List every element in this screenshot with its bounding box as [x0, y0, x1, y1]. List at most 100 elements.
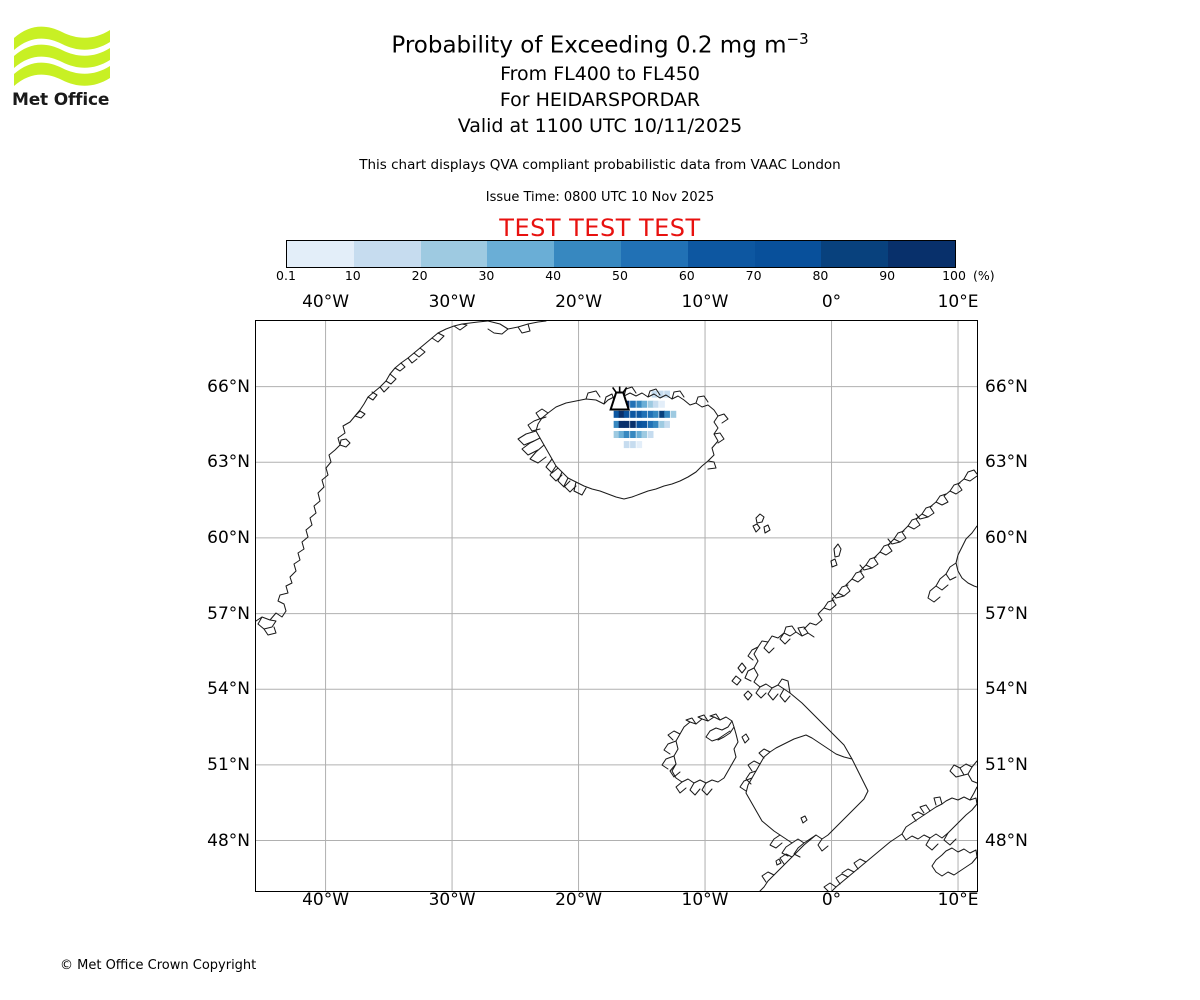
ash-cell	[618, 420, 625, 428]
ash-cell	[641, 410, 648, 418]
coastlines	[256, 321, 977, 891]
lat-label-54°N-right: 54°N	[985, 679, 1028, 700]
probability-colorbar	[286, 240, 956, 268]
lon-label-10°W: 10°W	[681, 890, 729, 910]
colorbar-tick-60: 60	[678, 268, 695, 283]
lon-label-0°: 0°	[821, 890, 842, 910]
test-watermark: TEST TEST TEST	[499, 214, 701, 242]
lon-label-0°: 0°	[821, 292, 842, 312]
colorbar-band-4	[554, 241, 621, 267]
lat-label-66°N-right: 66°N	[985, 376, 1028, 397]
lon-label-40°W: 40°W	[302, 890, 350, 910]
lon-label-10°E: 10°E	[937, 292, 979, 312]
colorbar-band-5	[620, 241, 688, 267]
ash-cell	[630, 441, 636, 449]
lat-label-60°N-right: 60°N	[985, 527, 1028, 548]
met-office-wordmark: Met Office	[12, 90, 110, 110]
colorbar-band-0	[287, 241, 354, 267]
colorbar-band-3	[487, 241, 555, 267]
longitude-axis-top: 40°W 30°W 20°W 10°W 0° 10°E	[0, 292, 1200, 312]
copyright-footer: © Met Office Crown Copyright	[60, 958, 257, 973]
ash-cell	[659, 420, 665, 428]
title-main: Probability of Exceeding 0.2 mg m	[391, 32, 787, 59]
ash-cell	[641, 400, 648, 408]
colorbar-tick-30: 30	[478, 268, 495, 283]
lat-label-48°N-left: 48°N	[207, 830, 250, 851]
colorbar-tick-70: 70	[745, 268, 762, 283]
map-canvas	[256, 321, 977, 891]
ash-cell	[636, 441, 643, 449]
colorbar-band-1	[353, 241, 421, 267]
colorbar-tick-20: 20	[411, 268, 428, 283]
ash-cell	[613, 410, 620, 418]
colorbar-tick-80: 80	[812, 268, 829, 283]
ash-cell	[623, 410, 630, 418]
ash-cell	[641, 420, 648, 428]
ash-cell	[630, 410, 636, 418]
ash-cell	[647, 400, 654, 408]
colorbar-tick-10: 10	[344, 268, 361, 283]
lon-label-30°W: 30°W	[428, 890, 476, 910]
lon-label-40°W: 40°W	[302, 292, 350, 312]
colorbar-units: (%)	[973, 268, 995, 283]
colorbar-tick-40: 40	[545, 268, 562, 283]
colorbar-tick-100: 100	[942, 268, 966, 283]
ash-cell	[647, 430, 654, 439]
issue-time: Issue Time: 0800 UTC 10 Nov 2025	[485, 190, 715, 205]
ash-cell	[664, 410, 670, 418]
colorbar-tick-0.1: 0.1	[276, 268, 296, 283]
ash-cell	[636, 400, 643, 408]
colorbar-band-6	[687, 241, 755, 267]
lat-label-63°N-left: 63°N	[207, 452, 250, 473]
ash-cell	[659, 410, 665, 418]
lat-label-54°N-left: 54°N	[207, 679, 250, 700]
ash-cell	[670, 410, 677, 418]
ash-cell	[664, 390, 670, 398]
ash-cell	[664, 420, 670, 428]
ash-cell	[647, 410, 654, 418]
ash-cell	[623, 430, 630, 439]
title-exponent: −3	[786, 30, 809, 48]
lat-label-48°N-right: 48°N	[985, 830, 1028, 851]
lat-label-57°N-right: 57°N	[985, 603, 1028, 624]
ash-cell	[652, 410, 659, 418]
chart-title-block: Probability of Exceeding 0.2 mg m−3 From…	[0, 24, 1200, 139]
lon-label-20°W: 20°W	[555, 292, 603, 312]
ash-cell	[623, 420, 630, 428]
lat-label-51°N-right: 51°N	[985, 754, 1028, 775]
ash-cell	[636, 420, 643, 428]
colorbar-tick-50: 50	[612, 268, 628, 283]
colorbar-tick-90: 90	[879, 268, 896, 283]
met-office-wave-icon	[14, 26, 110, 86]
colorbar-band-8	[821, 241, 889, 267]
colorbar-band-9	[888, 241, 955, 267]
lat-label-63°N-right: 63°N	[985, 452, 1028, 473]
flight-level-line: From FL400 to FL450	[500, 62, 700, 85]
ash-cell	[630, 400, 636, 408]
lon-label-10°W: 10°W	[681, 292, 729, 312]
ash-cell	[647, 420, 654, 428]
lon-label-20°W: 20°W	[555, 890, 603, 910]
ash-cell	[623, 441, 630, 449]
lat-label-51°N-left: 51°N	[207, 754, 250, 775]
lat-label-57°N-left: 57°N	[207, 603, 250, 624]
ash-cell	[641, 430, 648, 439]
valid-time-line: Valid at 1100 UTC 10/11/2025	[457, 114, 743, 137]
ash-cell	[636, 410, 643, 418]
page-title: Probability of Exceeding 0.2 mg m−3	[0, 24, 1200, 61]
lat-label-60°N-left: 60°N	[207, 527, 250, 548]
colorbar-band-2	[420, 241, 488, 267]
ash-cell	[652, 420, 659, 428]
colorbar-tick-labels: 0.1 10 20 30 40 50 60 70 80 90 100	[0, 268, 1200, 284]
ash-cell	[657, 390, 664, 398]
ash-cell	[652, 400, 659, 408]
volcano-marker-icon[interactable]	[609, 386, 631, 411]
volcano-name-line: For HEIDARSPORDAR	[499, 88, 701, 111]
ash-cell	[630, 420, 636, 428]
ash-cell	[613, 420, 620, 428]
longitude-axis-bottom: 40°W 30°W 20°W 10°W 0° 10°E	[0, 890, 1200, 910]
ash-cell	[659, 400, 665, 408]
ash-cell	[613, 430, 620, 439]
ash-probability-map[interactable]	[255, 320, 978, 892]
colorbar-band-7	[754, 241, 822, 267]
